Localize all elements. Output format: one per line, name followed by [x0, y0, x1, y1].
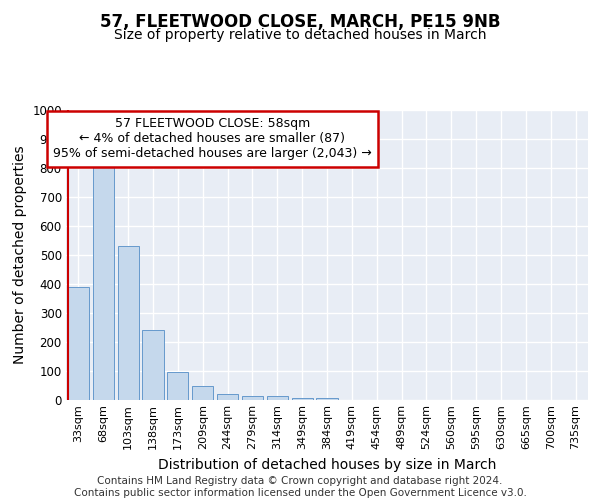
- Text: 57, FLEETWOOD CLOSE, MARCH, PE15 9NB: 57, FLEETWOOD CLOSE, MARCH, PE15 9NB: [100, 12, 500, 30]
- Text: Contains HM Land Registry data © Crown copyright and database right 2024.
Contai: Contains HM Land Registry data © Crown c…: [74, 476, 526, 498]
- X-axis label: Distribution of detached houses by size in March: Distribution of detached houses by size …: [158, 458, 496, 471]
- Bar: [93, 160, 114, 400]
- Bar: [217, 394, 238, 400]
- Bar: [242, 396, 263, 400]
- Bar: [316, 398, 338, 400]
- Text: Size of property relative to detached houses in March: Size of property relative to detached ho…: [114, 28, 486, 42]
- Bar: [292, 398, 313, 400]
- Bar: [118, 246, 139, 400]
- Text: 57 FLEETWOOD CLOSE: 58sqm
← 4% of detached houses are smaller (87)
95% of semi-d: 57 FLEETWOOD CLOSE: 58sqm ← 4% of detach…: [53, 117, 371, 160]
- Bar: [267, 396, 288, 400]
- Y-axis label: Number of detached properties: Number of detached properties: [13, 146, 26, 364]
- Bar: [167, 372, 188, 400]
- Bar: [192, 386, 213, 400]
- Bar: [142, 330, 164, 400]
- Bar: [68, 287, 89, 400]
